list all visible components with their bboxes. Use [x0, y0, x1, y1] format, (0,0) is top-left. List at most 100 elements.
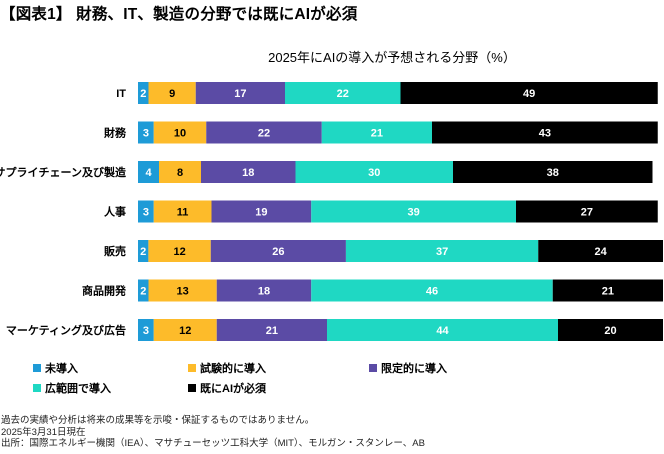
data-label: 46	[426, 286, 438, 298]
legend-item-limited: 限定的に導入	[369, 360, 447, 376]
bar-segment	[153, 121, 207, 144]
bar-segment	[295, 161, 453, 183]
bar-segment	[311, 200, 516, 223]
legend-label: 広範囲で導入	[45, 383, 111, 395]
bar-segment	[285, 82, 401, 104]
data-label: 2	[140, 88, 146, 100]
bar-segment	[453, 161, 653, 183]
bar-segment	[153, 319, 217, 341]
data-label: 27	[581, 207, 593, 219]
bar-segment	[327, 319, 558, 341]
legend-swatch	[188, 364, 196, 372]
bar-segment	[321, 121, 432, 144]
legend-swatch	[188, 384, 196, 392]
bar-segment	[153, 200, 212, 223]
bar-segment	[216, 319, 327, 341]
as-of-date: 2025年3月31日現在	[1, 426, 86, 438]
disclaimer: 過去の実績や分析は将来の成果等を示唆・保証するものではありません。	[1, 415, 315, 426]
legend-swatch	[33, 384, 41, 392]
legend-label: 限定的に導入	[381, 363, 447, 375]
bar-segment	[138, 240, 149, 262]
data-label: 21	[371, 128, 383, 140]
data-label: 18	[242, 167, 254, 179]
data-label: 3	[143, 128, 149, 140]
bar-segment	[195, 82, 285, 104]
data-label: 37	[436, 246, 448, 258]
category-label: 商品開発	[82, 284, 127, 298]
chart-title: 2025年にAIの導入が予想される分野（%）	[268, 50, 516, 65]
bar-segment	[201, 161, 296, 183]
legend-swatch	[33, 364, 41, 372]
data-label: 21	[602, 286, 614, 298]
bar-segment	[516, 200, 658, 223]
bar-segment	[138, 82, 149, 104]
data-label: 12	[173, 246, 185, 258]
data-label: 11	[177, 207, 189, 219]
legend: 未導入 試験的に導入 限定的に導入 広範囲で導入 既にAIが必須	[33, 360, 653, 396]
data-label: 2	[140, 246, 146, 258]
data-label: 17	[234, 88, 246, 100]
bar-segment	[148, 82, 196, 104]
data-label: 19	[255, 207, 267, 219]
category-label: サプライチェーン及び製造	[0, 165, 127, 179]
legend-swatch	[369, 364, 377, 372]
category-label: IT	[116, 88, 126, 100]
bar-segment	[206, 121, 322, 144]
data-label: 10	[174, 128, 186, 140]
data-label: 26	[272, 246, 284, 258]
bar-segment	[210, 240, 346, 262]
data-label: 9	[169, 88, 175, 100]
bar-segment	[345, 240, 539, 262]
data-label: 13	[177, 286, 189, 298]
data-label: 43	[539, 128, 551, 140]
data-label: 44	[436, 325, 449, 337]
data-label: 24	[594, 246, 607, 258]
data-label: 18	[258, 286, 270, 298]
data-label: 30	[368, 167, 380, 179]
legend-item-not-adopted: 未導入	[33, 360, 78, 376]
bar-segment	[311, 279, 553, 302]
bar-segment	[148, 279, 217, 302]
category-label: 財務	[103, 126, 127, 140]
category-label: マーケティング及び広告	[6, 323, 126, 337]
source: 出所：国際エネルギー機関（IEA）、マサチューセッツ工科大学（MIT）、モルガン…	[1, 438, 425, 449]
bar-segment	[159, 161, 201, 183]
data-label: 3	[143, 325, 149, 337]
headline: 【図表1】 財務、IT、製造の分野では既にAIが必須	[0, 6, 358, 23]
bar-segment	[432, 121, 658, 144]
data-label: 2	[140, 286, 146, 298]
data-label: 39	[408, 207, 420, 219]
category-label: 販売	[104, 244, 126, 258]
bar-segment	[538, 240, 663, 262]
data-label: 22	[337, 88, 349, 100]
bar-segment	[211, 200, 312, 223]
bar-segment	[138, 279, 149, 302]
bar-segment	[148, 240, 211, 262]
bar-segment	[400, 82, 658, 104]
data-label: 4	[145, 167, 152, 179]
bars: 2 9 17 22 493 10 22 21 434 8 18 30 383 11 19 39 272 12 26 3…	[138, 82, 663, 341]
bar-segment	[138, 319, 154, 341]
bar-segment	[216, 279, 312, 302]
data-label: 3	[143, 207, 149, 219]
data-label: 22	[258, 128, 270, 140]
data-label: 12	[179, 325, 191, 337]
legend-label: 試験的に導入	[200, 363, 266, 375]
bar-segment	[138, 121, 154, 144]
legend-label: 既にAIが必須	[200, 383, 266, 395]
data-label: 49	[523, 88, 535, 100]
bar-segment	[138, 161, 159, 183]
footer: 過去の実績や分析は将来の成果等を示唆・保証するものではありません。 2025年3…	[1, 415, 425, 450]
legend-item-essential: 既にAIが必須	[188, 380, 266, 396]
legend-item-trial: 試験的に導入	[188, 360, 266, 376]
data-label: 38	[547, 167, 559, 179]
data-label: 21	[266, 325, 278, 337]
legend-label: 未導入	[45, 363, 78, 375]
bar-segment	[138, 200, 154, 223]
category-label: 人事	[104, 205, 126, 219]
data-label: 8	[177, 167, 183, 179]
bar-segment	[558, 319, 663, 341]
data-label: 20	[604, 325, 616, 337]
